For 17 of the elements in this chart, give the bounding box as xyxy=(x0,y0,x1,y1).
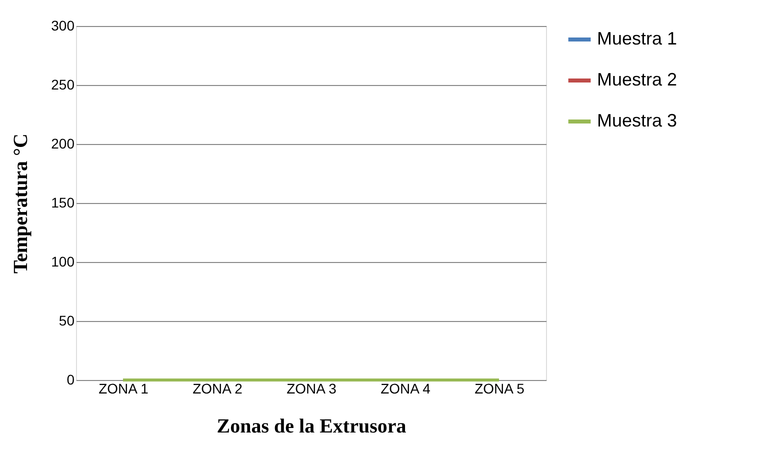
legend-label: Muestra 3 xyxy=(597,110,678,130)
x-axis-title: Zonas de la Extrusora xyxy=(216,416,406,438)
y-tick-label: 150 xyxy=(51,194,75,210)
y-tick-label: 100 xyxy=(51,254,75,270)
x-tick-label: ZONA 5 xyxy=(474,380,525,396)
y-axis-title: Temperatura °C xyxy=(10,133,32,274)
y-tick-label: 300 xyxy=(51,18,75,34)
x-tick-label: ZONA 1 xyxy=(98,380,149,396)
x-tick-label: ZONA 3 xyxy=(286,380,337,396)
legend-label: Muestra 1 xyxy=(597,28,678,48)
y-tick-label: 250 xyxy=(51,76,75,92)
legend-label: Muestra 2 xyxy=(597,70,678,90)
y-tick-label: 50 xyxy=(58,312,75,328)
y-tick-label: 0 xyxy=(66,372,75,388)
y-tick-label: 200 xyxy=(51,136,75,152)
x-tick-label: ZONA 2 xyxy=(192,380,243,396)
x-tick-label: ZONA 4 xyxy=(380,380,431,396)
